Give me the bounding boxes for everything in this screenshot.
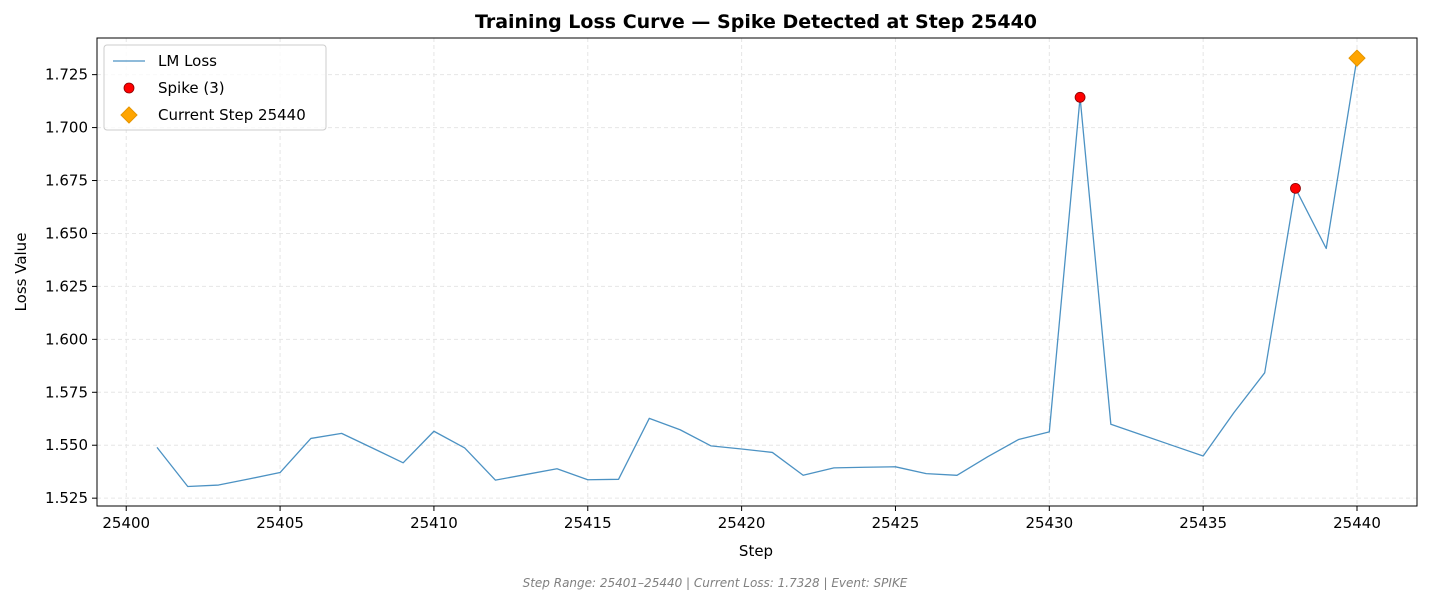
legend-current-swatch <box>120 106 138 124</box>
spike-point <box>1074 91 1086 103</box>
chart-title: Training Loss Curve — Spike Detected at … <box>475 11 1037 33</box>
x-axis-label: Step <box>739 542 773 560</box>
spike-point <box>1290 182 1301 194</box>
x-tick-label: 25410 <box>410 514 458 532</box>
x-tick-label: 25425 <box>872 514 920 532</box>
footer-status: Step Range: 25401–25440 | Current Loss: … <box>523 576 908 590</box>
legend-spike-swatch <box>123 82 135 94</box>
x-tick-label: 25430 <box>1025 514 1073 532</box>
legend-entry-lm-loss: LM Loss <box>158 52 217 70</box>
y-tick-label: 1.675 <box>45 172 88 190</box>
legend: LM Loss Spike (3) Current Step 25440 <box>103 44 327 131</box>
y-tick-label: 1.525 <box>45 489 88 507</box>
loss-series-line <box>156 58 1358 488</box>
plot-area <box>156 49 1366 488</box>
legend-box <box>103 44 327 131</box>
y-tick-label: 1.725 <box>45 66 88 84</box>
x-tick-label: 25435 <box>1179 514 1227 532</box>
current-step-point <box>1348 49 1366 67</box>
axes-frame <box>96 37 1418 507</box>
grid <box>97 38 1417 506</box>
legend-entry-spike: Spike (3) <box>158 79 225 97</box>
x-axis-ticks: 25400 25405 25410 25415 25420 25425 25430 25435… <box>102 506 1381 532</box>
y-tick-label: 1.650 <box>45 224 88 242</box>
y-axis-label: Loss Value <box>12 233 30 312</box>
x-tick-label: 25440 <box>1333 514 1381 532</box>
y-tick-label: 1.600 <box>45 330 88 348</box>
x-tick-label: 25405 <box>256 514 304 532</box>
x-tick-label: 25400 <box>102 514 150 532</box>
y-tick-label: 1.575 <box>45 383 88 401</box>
x-tick-label: 25415 <box>564 514 612 532</box>
y-tick-label: 1.700 <box>45 119 88 137</box>
y-axis-ticks: 1.525 1.550 1.575 1.600 1.625 1.650 1.675 1.700… <box>45 66 97 507</box>
legend-entry-current-step: Current Step 25440 <box>158 106 306 124</box>
y-tick-label: 1.625 <box>45 277 88 295</box>
y-tick-label: 1.550 <box>45 436 88 454</box>
x-tick-label: 25420 <box>718 514 766 532</box>
